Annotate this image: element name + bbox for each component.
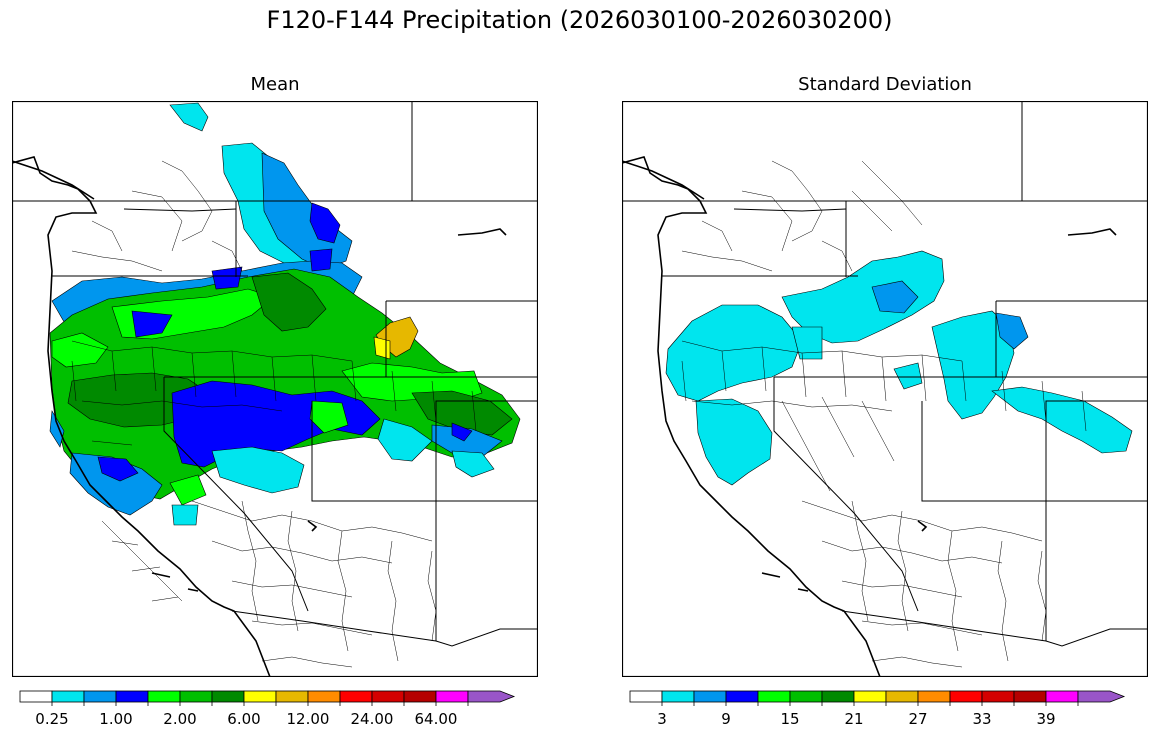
- colorbar-swatch: [115, 690, 149, 703]
- colorbar-swatch: [853, 690, 887, 703]
- state-borders-mean: [12, 101, 538, 647]
- map-panel-mean: [12, 101, 538, 677]
- precip-shading-mean: [49, 102, 521, 526]
- colorbar-tick-label: 1.00: [99, 710, 132, 728]
- colorbar-tick-label: 2.00: [163, 710, 196, 728]
- colorbar-tick-label: 24.00: [351, 710, 394, 728]
- map-panel-stddev: [622, 101, 1148, 677]
- colorbar-swatch: [629, 690, 663, 703]
- colorbar-tick-label: 0.25: [35, 710, 68, 728]
- colorbar-swatch: [435, 690, 469, 703]
- colorbar-swatch: [147, 690, 181, 703]
- coastline-stddev: [622, 156, 1117, 677]
- colorbar-tick-label: 12.00: [287, 710, 330, 728]
- colorbar-tick-label: 21: [844, 710, 863, 728]
- colorbar-swatch: [725, 690, 759, 703]
- colorbar-swatch: [949, 690, 983, 703]
- panel-title-mean: Mean: [250, 74, 300, 95]
- colorbar-swatch: [275, 690, 309, 703]
- colorbar-swatch: [243, 690, 277, 703]
- precip-shading-stddev: [665, 250, 1133, 486]
- colorbar-swatch: [789, 690, 823, 703]
- colorbar-swatch: [885, 690, 919, 703]
- colorbar-tick-label: 6.00: [227, 710, 260, 728]
- colorbar-tick-label: 39: [1036, 710, 1055, 728]
- colorbar-tick-label: 9: [721, 710, 731, 728]
- colorbar-swatch: [19, 690, 53, 703]
- colorbar-swatch: [1045, 690, 1079, 703]
- colorbar-stddev: 3 9 15 21 27 33 39: [629, 690, 1126, 728]
- colorbar-mean: 0.25 1.00 2.00 6.00 12.00 24.00 64.00: [19, 690, 516, 728]
- colorbar-tick-label: 3: [657, 710, 667, 728]
- colorbar-swatch: [917, 690, 951, 703]
- colorbar-swatch: [693, 690, 727, 703]
- panel-title-stddev: Standard Deviation: [798, 74, 972, 95]
- colorbar-tick-label: 64.00: [415, 710, 458, 728]
- coastline-mean: [12, 156, 507, 677]
- colorbar-swatch: [51, 690, 85, 703]
- colorbar-swatch: [757, 690, 791, 703]
- colorbar-swatch: [467, 690, 516, 703]
- colorbar-tick-label: 33: [972, 710, 991, 728]
- colorbar-swatch: [821, 690, 855, 703]
- basin-boundaries-stddev: [681, 160, 1087, 668]
- colorbar-swatch: [981, 690, 1015, 703]
- colorbar-tick-label: 27: [908, 710, 927, 728]
- colorbar-swatch: [211, 690, 245, 703]
- colorbar-tick-label: 15: [780, 710, 799, 728]
- colorbar-swatch: [1077, 690, 1126, 703]
- colorbar-swatch: [371, 690, 405, 703]
- figure-title: F120-F144 Precipitation (2026030100-2026…: [266, 6, 893, 34]
- colorbar-swatch: [403, 690, 437, 703]
- colorbar-swatch: [661, 690, 695, 703]
- colorbar-swatch: [339, 690, 373, 703]
- state-borders-stddev: [622, 101, 1148, 647]
- colorbar-swatch: [1013, 690, 1047, 703]
- colorbar-swatch: [307, 690, 341, 703]
- colorbar-swatch: [83, 690, 117, 703]
- colorbar-swatch: [179, 690, 213, 703]
